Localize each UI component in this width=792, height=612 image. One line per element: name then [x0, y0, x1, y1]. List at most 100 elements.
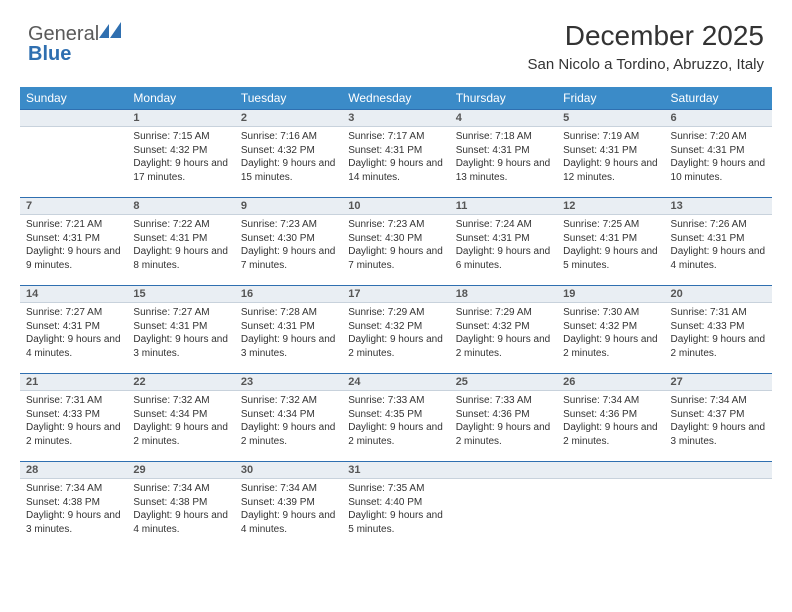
sunset-text: Sunset: 4:36 PM [563, 408, 658, 422]
sunrise-text: Sunrise: 7:34 AM [133, 482, 228, 496]
daylight-text: Daylight: 9 hours and 3 minutes. [671, 421, 766, 448]
sunrise-text: Sunrise: 7:19 AM [563, 130, 658, 144]
day-number: 23 [235, 373, 342, 391]
day-number: 16 [235, 285, 342, 303]
day-data: Sunrise: 7:29 AMSunset: 4:32 PMDaylight:… [450, 303, 557, 363]
weekday-header: Thursday [450, 87, 557, 109]
calendar-day-cell: 4Sunrise: 7:18 AMSunset: 4:31 PMDaylight… [450, 109, 557, 197]
day-number [665, 461, 772, 479]
sunset-text: Sunset: 4:32 PM [133, 144, 228, 158]
sunset-text: Sunset: 4:35 PM [348, 408, 443, 422]
daylight-text: Daylight: 9 hours and 2 minutes. [241, 421, 336, 448]
day-data: Sunrise: 7:35 AMSunset: 4:40 PMDaylight:… [342, 479, 449, 539]
daylight-text: Daylight: 9 hours and 5 minutes. [563, 245, 658, 272]
calendar-day-cell: 29Sunrise: 7:34 AMSunset: 4:38 PMDayligh… [127, 461, 234, 549]
day-number: 17 [342, 285, 449, 303]
day-number: 28 [20, 461, 127, 479]
calendar-day-cell: 11Sunrise: 7:24 AMSunset: 4:31 PMDayligh… [450, 197, 557, 285]
title-block: December 2025 San Nicolo a Tordino, Abru… [527, 20, 764, 73]
sunset-text: Sunset: 4:32 PM [241, 144, 336, 158]
day-cell-inner: 1Sunrise: 7:15 AMSunset: 4:32 PMDaylight… [127, 109, 234, 197]
day-data: Sunrise: 7:27 AMSunset: 4:31 PMDaylight:… [20, 303, 127, 363]
calendar-day-cell [450, 461, 557, 549]
sunset-text: Sunset: 4:32 PM [563, 320, 658, 334]
sunset-text: Sunset: 4:32 PM [456, 320, 551, 334]
day-data: Sunrise: 7:34 AMSunset: 4:37 PMDaylight:… [665, 391, 772, 451]
sunrise-text: Sunrise: 7:34 AM [671, 394, 766, 408]
daylight-text: Daylight: 9 hours and 2 minutes. [563, 333, 658, 360]
day-data: Sunrise: 7:32 AMSunset: 4:34 PMDaylight:… [235, 391, 342, 451]
day-data: Sunrise: 7:31 AMSunset: 4:33 PMDaylight:… [20, 391, 127, 451]
daylight-text: Daylight: 9 hours and 14 minutes. [348, 157, 443, 184]
day-cell-inner [557, 461, 664, 549]
daylight-text: Daylight: 9 hours and 3 minutes. [241, 333, 336, 360]
calendar-day-cell: 12Sunrise: 7:25 AMSunset: 4:31 PMDayligh… [557, 197, 664, 285]
daylight-text: Daylight: 9 hours and 2 minutes. [456, 421, 551, 448]
sunrise-text: Sunrise: 7:32 AM [241, 394, 336, 408]
day-data: Sunrise: 7:24 AMSunset: 4:31 PMDaylight:… [450, 215, 557, 275]
day-number: 20 [665, 285, 772, 303]
calendar-day-cell: 27Sunrise: 7:34 AMSunset: 4:37 PMDayligh… [665, 373, 772, 461]
day-cell-inner: 2Sunrise: 7:16 AMSunset: 4:32 PMDaylight… [235, 109, 342, 197]
day-data: Sunrise: 7:19 AMSunset: 4:31 PMDaylight:… [557, 127, 664, 187]
day-cell-inner: 30Sunrise: 7:34 AMSunset: 4:39 PMDayligh… [235, 461, 342, 549]
calendar-day-cell: 13Sunrise: 7:26 AMSunset: 4:31 PMDayligh… [665, 197, 772, 285]
day-number: 9 [235, 197, 342, 215]
day-data: Sunrise: 7:18 AMSunset: 4:31 PMDaylight:… [450, 127, 557, 187]
sunset-text: Sunset: 4:31 PM [563, 232, 658, 246]
header: General Blue December 2025 San Nicolo a … [0, 0, 792, 79]
calendar-day-cell: 9Sunrise: 7:23 AMSunset: 4:30 PMDaylight… [235, 197, 342, 285]
daylight-text: Daylight: 9 hours and 4 minutes. [133, 509, 228, 536]
sunrise-text: Sunrise: 7:34 AM [26, 482, 121, 496]
calendar-day-cell: 5Sunrise: 7:19 AMSunset: 4:31 PMDaylight… [557, 109, 664, 197]
calendar-day-cell: 18Sunrise: 7:29 AMSunset: 4:32 PMDayligh… [450, 285, 557, 373]
sunset-text: Sunset: 4:33 PM [671, 320, 766, 334]
daylight-text: Daylight: 9 hours and 2 minutes. [456, 333, 551, 360]
sunrise-text: Sunrise: 7:29 AM [456, 306, 551, 320]
day-data: Sunrise: 7:27 AMSunset: 4:31 PMDaylight:… [127, 303, 234, 363]
day-cell-inner: 6Sunrise: 7:20 AMSunset: 4:31 PMDaylight… [665, 109, 772, 197]
sunset-text: Sunset: 4:31 PM [456, 232, 551, 246]
daylight-text: Daylight: 9 hours and 4 minutes. [241, 509, 336, 536]
day-data: Sunrise: 7:25 AMSunset: 4:31 PMDaylight:… [557, 215, 664, 275]
day-cell-inner: 18Sunrise: 7:29 AMSunset: 4:32 PMDayligh… [450, 285, 557, 373]
sunset-text: Sunset: 4:34 PM [241, 408, 336, 422]
sunset-text: Sunset: 4:31 PM [456, 144, 551, 158]
sunrise-text: Sunrise: 7:31 AM [671, 306, 766, 320]
sunrise-text: Sunrise: 7:27 AM [133, 306, 228, 320]
sunrise-text: Sunrise: 7:29 AM [348, 306, 443, 320]
daylight-text: Daylight: 9 hours and 12 minutes. [563, 157, 658, 184]
logo-text: General Blue [28, 20, 125, 64]
day-cell-inner: 10Sunrise: 7:23 AMSunset: 4:30 PMDayligh… [342, 197, 449, 285]
day-cell-inner: 29Sunrise: 7:34 AMSunset: 4:38 PMDayligh… [127, 461, 234, 549]
calendar-week-row: 1Sunrise: 7:15 AMSunset: 4:32 PMDaylight… [20, 109, 772, 197]
sunrise-text: Sunrise: 7:35 AM [348, 482, 443, 496]
daylight-text: Daylight: 9 hours and 2 minutes. [26, 421, 121, 448]
day-data: Sunrise: 7:21 AMSunset: 4:31 PMDaylight:… [20, 215, 127, 275]
logo-part1: General [28, 23, 99, 45]
daylight-text: Daylight: 9 hours and 9 minutes. [26, 245, 121, 272]
day-number: 25 [450, 373, 557, 391]
day-cell-inner: 14Sunrise: 7:27 AMSunset: 4:31 PMDayligh… [20, 285, 127, 373]
weekday-header: Saturday [665, 87, 772, 109]
sunset-text: Sunset: 4:38 PM [26, 496, 121, 510]
sunrise-text: Sunrise: 7:32 AM [133, 394, 228, 408]
calendar-head: SundayMondayTuesdayWednesdayThursdayFrid… [20, 87, 772, 109]
daylight-text: Daylight: 9 hours and 6 minutes. [456, 245, 551, 272]
sunrise-text: Sunrise: 7:33 AM [348, 394, 443, 408]
day-number: 12 [557, 197, 664, 215]
day-cell-inner: 24Sunrise: 7:33 AMSunset: 4:35 PMDayligh… [342, 373, 449, 461]
day-number [450, 461, 557, 479]
day-number: 10 [342, 197, 449, 215]
day-data: Sunrise: 7:29 AMSunset: 4:32 PMDaylight:… [342, 303, 449, 363]
day-number: 13 [665, 197, 772, 215]
calendar-day-cell: 19Sunrise: 7:30 AMSunset: 4:32 PMDayligh… [557, 285, 664, 373]
sunrise-text: Sunrise: 7:25 AM [563, 218, 658, 232]
day-number: 7 [20, 197, 127, 215]
calendar-day-cell: 17Sunrise: 7:29 AMSunset: 4:32 PMDayligh… [342, 285, 449, 373]
day-cell-inner: 8Sunrise: 7:22 AMSunset: 4:31 PMDaylight… [127, 197, 234, 285]
day-cell-inner: 26Sunrise: 7:34 AMSunset: 4:36 PMDayligh… [557, 373, 664, 461]
day-cell-inner: 11Sunrise: 7:24 AMSunset: 4:31 PMDayligh… [450, 197, 557, 285]
sunrise-text: Sunrise: 7:16 AM [241, 130, 336, 144]
day-data: Sunrise: 7:23 AMSunset: 4:30 PMDaylight:… [235, 215, 342, 275]
